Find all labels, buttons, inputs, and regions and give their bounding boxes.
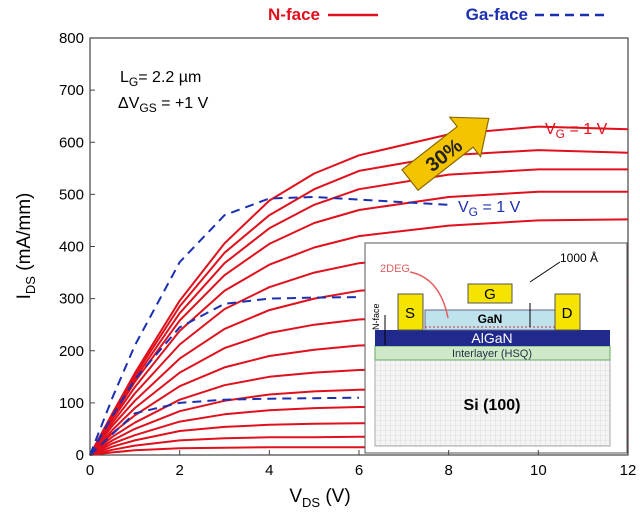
y-tick-label: 800 [59, 30, 84, 47]
y-tick-label: 500 [59, 186, 84, 203]
x-tick-label: 12 [620, 462, 637, 479]
legend-label: Ga-face [466, 5, 528, 24]
y-tick-label: 200 [59, 343, 84, 360]
inset-label: AlGaN [471, 330, 512, 346]
x-tick-label: 8 [444, 462, 452, 479]
chart: N-face Ga-face VDS (V) IDS (mA/mm) LG= 2… [0, 0, 640, 510]
legend-label: N-face [268, 5, 320, 24]
inset-label: GaN [478, 312, 503, 326]
y-tick-label: 600 [59, 134, 84, 151]
inset-label: S [405, 305, 415, 322]
x-tick-label: 4 [265, 462, 273, 479]
y-tick-label: 300 [59, 291, 84, 308]
inset-label: G [484, 286, 496, 303]
annotation: VG = 1 V [545, 121, 608, 141]
inset-label: 2DEG [380, 263, 410, 275]
arrow: 30% [395, 99, 505, 200]
inset-label: Si (100) [464, 397, 521, 414]
inset-label: Interlayer (HSQ) [452, 348, 532, 360]
inset-label: 1000 Å [560, 250, 598, 265]
inset-label: D [562, 305, 573, 322]
annotation: LG= 2.2 µm [120, 69, 201, 89]
inset-label: N-face [371, 303, 381, 330]
y-tick-label: 0 [76, 447, 84, 464]
x-tick-label: 6 [355, 462, 363, 479]
y-axis-label: IDS (mA/mm) [14, 193, 38, 300]
y-tick-label: 700 [59, 82, 84, 99]
x-tick-label: 10 [530, 462, 547, 479]
annotation: ΔVGS = +1 V [118, 95, 209, 115]
inset: 2DEG 1000 Å G S D GaN AlGaN Interlayer (… [365, 243, 627, 453]
x-tick-label: 2 [175, 462, 183, 479]
y-tick-label: 100 [59, 395, 84, 412]
x-tick-label: 0 [86, 462, 94, 479]
x-axis-label: VDS (V) [289, 486, 350, 510]
annotation: VG = 1 V [458, 199, 521, 219]
y-tick-label: 400 [59, 239, 84, 256]
